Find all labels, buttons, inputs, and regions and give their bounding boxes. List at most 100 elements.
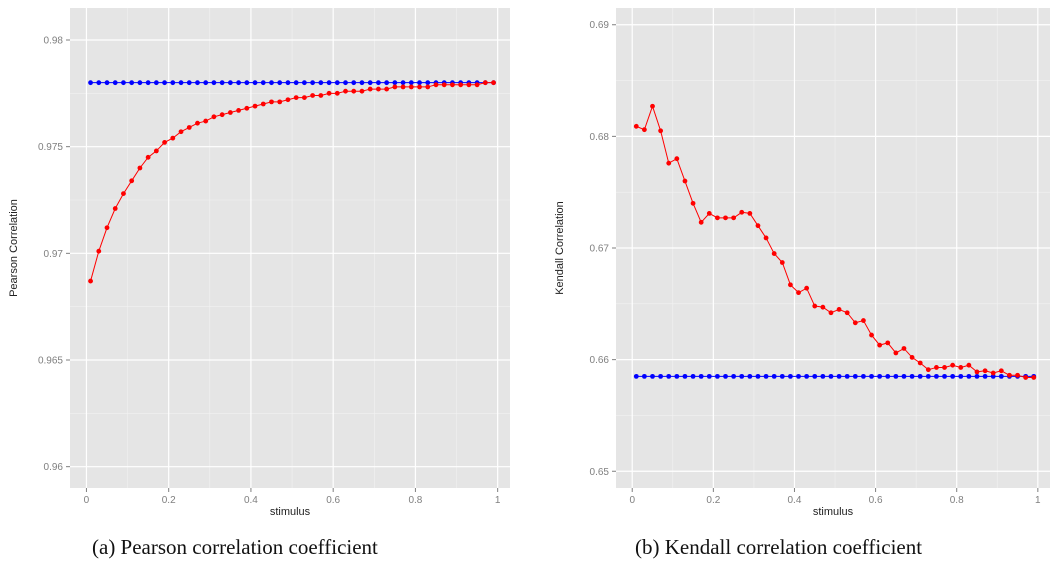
series-point-1 [755,223,761,229]
series-point-0 [641,373,647,379]
series-point-1 [869,332,874,338]
series-point-1 [367,86,373,92]
series-point-1 [861,318,866,323]
series-point-0 [658,373,664,379]
series-point-1 [820,304,826,310]
series-point-0 [219,80,225,86]
series-point-0 [877,373,883,379]
series-point-0 [763,373,769,379]
series-point-1 [796,290,801,296]
series-point-1 [779,260,785,265]
series-point-1 [1031,375,1037,380]
series-point-1 [804,285,810,291]
caption-pearson: (a) Pearson correlation coefficient [92,535,378,559]
series-point-1 [958,365,964,370]
series-point-0 [277,80,283,86]
series-point-0 [417,80,422,86]
series-point-0 [731,373,737,379]
series-point-1 [641,127,647,133]
series-point-0 [706,373,712,379]
series-point-1 [244,105,250,111]
series-point-0 [236,80,241,86]
series-point-1 [698,219,704,225]
series-point-0 [203,80,209,86]
series-point-1 [852,320,858,326]
series-point-1 [706,210,712,216]
x-tick-label: 0.8 [408,495,422,506]
series-point-0 [852,373,858,379]
series-point-1 [203,118,209,124]
series-point-0 [934,373,939,379]
series-point-0 [88,80,93,86]
series-point-1 [121,191,126,197]
series-point-0 [682,373,688,379]
series-point-1 [893,350,899,356]
series-point-0 [104,80,110,86]
series-point-0 [384,80,390,86]
y-tick-label: 0.66 [590,355,610,366]
y-tick-label: 0.975 [38,142,63,153]
y-tick-label: 0.96 [44,462,64,473]
series-point-1 [450,82,455,88]
series-point-1 [219,112,225,118]
series-point-0 [820,373,826,379]
series-point-1 [186,125,192,130]
series-point-0 [310,80,316,86]
series-point-1 [260,101,266,107]
series-point-1 [384,86,390,92]
series-point-1 [88,278,93,284]
series-point-1 [877,342,883,348]
series-point-1 [482,80,488,86]
series-point-1 [359,88,365,94]
series-point-1 [178,129,184,135]
series-point-1 [153,148,159,154]
series-point-1 [425,84,431,90]
series-point-1 [723,215,728,221]
series-point-1 [650,103,655,109]
series-point-0 [408,80,414,86]
y-axis-title: Pearson Correlation [8,199,20,297]
series-point-0 [836,373,842,379]
series-point-0 [178,80,184,86]
series-point-1 [901,346,907,351]
series-point-1 [771,251,777,256]
x-tick-label: 0.2 [706,495,720,506]
series-point-0 [982,373,988,379]
x-tick-label: 0.6 [869,495,883,506]
series-point-0 [145,80,151,86]
series-point-1 [170,135,176,141]
series-point-1 [828,310,834,316]
y-tick-label: 0.98 [44,36,64,47]
series-point-0 [252,80,258,86]
series-point-0 [739,373,745,379]
series-point-1 [942,365,947,370]
series-point-0 [367,80,373,86]
series-point-1 [917,360,923,366]
x-tick-label: 0 [84,495,90,506]
series-point-1 [934,365,939,370]
series-point-1 [925,367,931,373]
series-point-1 [739,209,745,215]
series-point-1 [236,108,241,113]
series-point-1 [129,178,135,184]
series-point-1 [658,128,664,134]
x-tick-label: 0.4 [788,495,802,506]
series-point-1 [252,103,258,109]
series-point-0 [227,80,233,86]
x-axis-title: stimulus [813,506,854,518]
panel-kendall: 0 0.2 0.4 0.6 0.8 1 0.65 0.66 0.67 0.68 0.69 stimul… [540,0,1052,563]
plot-background [70,8,510,488]
series-point-1 [982,368,988,374]
y-tick-label: 0.965 [38,356,63,367]
series-point-0 [351,80,357,86]
series-point-1 [474,82,480,88]
series-point-0 [650,373,655,379]
kendall-chart: 0 0.2 0.4 0.6 0.8 1 0.65 0.66 0.67 0.68 0.69 stimul… [554,8,1050,518]
series-point-0 [958,373,964,379]
series-point-0 [153,80,159,86]
series-point-1 [269,99,274,105]
series-point-0 [690,373,696,379]
series-point-0 [376,80,381,86]
series-point-0 [285,80,291,86]
series-point-0 [998,373,1004,379]
